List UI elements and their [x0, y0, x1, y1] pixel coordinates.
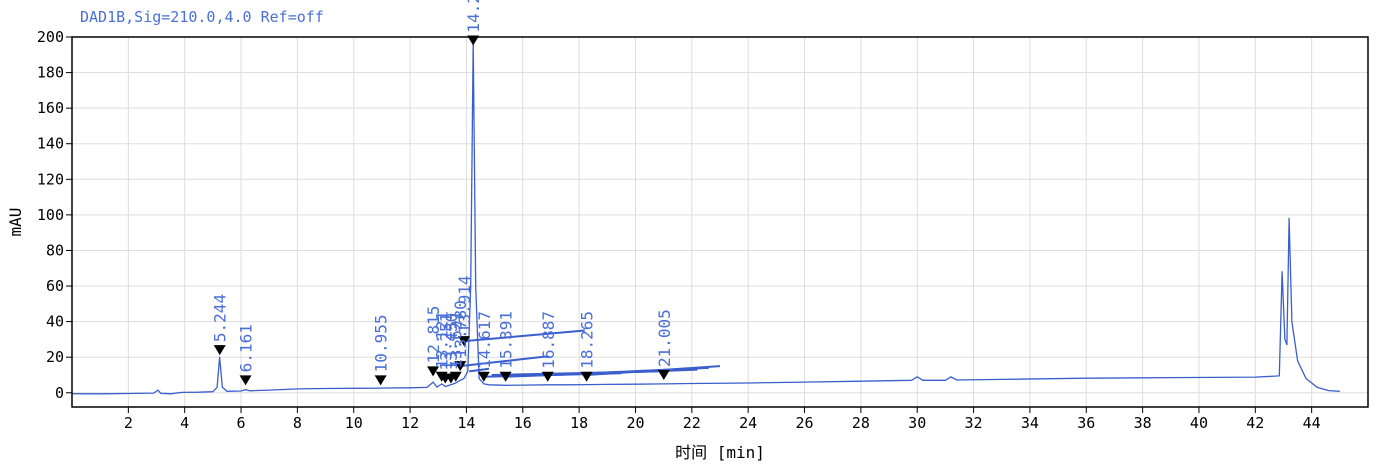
signal-trace: [71, 41, 1340, 395]
x-tick-label: 28: [852, 414, 870, 432]
x-tick-label: 10: [345, 414, 363, 432]
x-tick-label: 32: [965, 414, 983, 432]
trace-layer: [71, 41, 1340, 395]
y-tick-label: 140: [37, 135, 64, 153]
peak-marker: [458, 336, 471, 347]
peak-label: 14.617: [475, 311, 494, 369]
y-tick-label: 160: [37, 99, 64, 117]
plot-frame: [71, 36, 1369, 408]
peak-label: 12.815: [424, 306, 443, 364]
x-tick-label: 2: [124, 414, 133, 432]
peak-marker: [541, 371, 554, 382]
grid: [72, 36, 1368, 407]
peak-label: 21.005: [655, 309, 674, 367]
peak-label: 10.955: [372, 315, 391, 373]
y-tick-label: 100: [37, 206, 64, 224]
peak-marker: [499, 371, 512, 382]
y-axis-label: mAU: [6, 208, 25, 237]
peak-marker: [477, 371, 490, 382]
peak-label-layer: 5.244 6.161 10.955 12.81513.12113.25113.450…: [211, 0, 674, 372]
x-tick-label: 12: [401, 414, 419, 432]
y-tick-label: 20: [46, 348, 64, 366]
x-tick-label: 22: [683, 414, 701, 432]
callout-line: [460, 355, 549, 368]
callout-line: [469, 367, 490, 373]
x-axis-label: 时间 [min]: [675, 443, 765, 462]
peak-label: 13.621: [447, 311, 466, 369]
peak-marker: [580, 371, 593, 382]
peak-marker: [454, 361, 467, 372]
x-tick-label: 38: [1134, 414, 1152, 432]
peak-label: 16.887: [539, 311, 558, 369]
x-tick-label: 4: [180, 414, 189, 432]
callout-line: [463, 329, 585, 343]
x-axis: 2 4 6 8 10 12 14 16 18 20 22 24 26 28 30 32 34 36 38 40 42 44: [124, 407, 1321, 432]
peak-marker-layer: [213, 35, 670, 386]
peak-label: 14.239: [464, 0, 483, 33]
x-tick-label: 14: [457, 414, 475, 432]
x-tick-label: 8: [293, 414, 302, 432]
y-tick-label: 40: [46, 313, 64, 331]
peak-label: 5.244: [211, 294, 230, 342]
x-tick-label: 44: [1303, 414, 1321, 432]
x-tick-label: 42: [1246, 414, 1264, 432]
x-tick-label: 6: [237, 414, 246, 432]
callout-line: [586, 365, 721, 376]
peak-marker: [657, 369, 670, 380]
peak-marker: [467, 35, 480, 46]
y-axis: 0 20 40 60 80 100 120 140 160 180 200: [37, 28, 72, 402]
peak-label: 13.780: [451, 300, 470, 358]
x-tick-label: 30: [908, 414, 926, 432]
peak-label: 6.161: [237, 324, 256, 372]
y-tick-label: 200: [37, 28, 64, 46]
y-tick-label: 180: [37, 64, 64, 82]
x-tick-label: 16: [514, 414, 532, 432]
peak-marker: [213, 345, 226, 356]
peak-label: 13.450: [442, 313, 461, 371]
x-tick-label: 26: [795, 414, 813, 432]
x-tick-label: 36: [1077, 414, 1095, 432]
x-tick-label: 18: [570, 414, 588, 432]
y-tick-label: 60: [46, 277, 64, 295]
peak-label: 13.251: [436, 313, 455, 371]
peak-marker: [239, 375, 252, 386]
peak-label: 13.121: [433, 311, 452, 369]
peak-label: 15.391: [497, 311, 516, 369]
signal-title: DAD1B,Sig=210.0,4.0 Ref=off: [80, 8, 324, 26]
x-tick-label: 24: [739, 414, 757, 432]
x-tick-label: 34: [1021, 414, 1039, 432]
peak-marker: [427, 366, 440, 377]
peak-marker: [374, 375, 387, 386]
y-tick-label: 80: [46, 241, 64, 259]
x-tick-label: 20: [626, 414, 644, 432]
x-tick-label: 40: [1190, 414, 1208, 432]
peak-label: 13.914: [455, 275, 474, 333]
y-tick-label: 120: [37, 170, 64, 188]
peak-marker: [449, 371, 462, 382]
peak-label: 18.265: [578, 311, 597, 369]
y-tick-label: 0: [55, 384, 64, 402]
